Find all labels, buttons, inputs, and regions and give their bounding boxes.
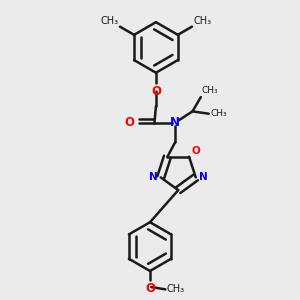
Text: O: O [151,85,161,98]
Text: CH₃: CH₃ [167,284,185,294]
Text: O: O [191,146,200,156]
Text: CH₃: CH₃ [210,109,227,118]
Text: N: N [199,172,208,182]
Text: O: O [124,116,134,129]
Text: N: N [170,116,180,129]
Text: O: O [145,282,155,295]
Text: CH₃: CH₃ [194,16,211,26]
Text: N: N [149,172,158,182]
Text: CH₃: CH₃ [100,16,118,26]
Text: CH₃: CH₃ [202,86,218,95]
